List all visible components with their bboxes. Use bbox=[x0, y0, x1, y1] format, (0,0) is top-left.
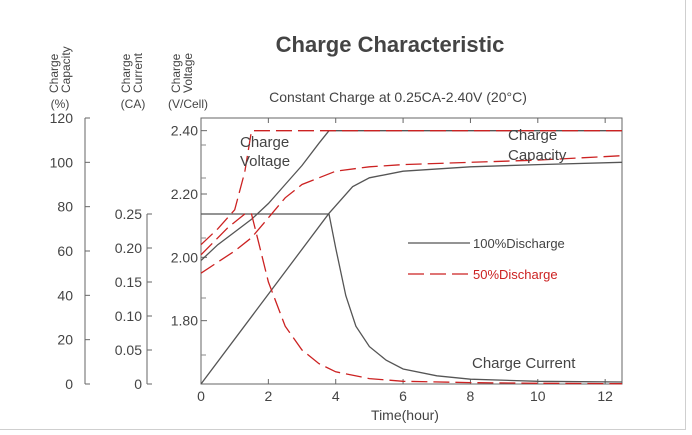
legend-label-100pct: 100%Discharge bbox=[473, 236, 565, 251]
series-current-100pct-line bbox=[201, 213, 623, 383]
x-tick-label: 2 bbox=[264, 388, 272, 404]
current-tick-label: 0.10 bbox=[115, 308, 142, 324]
series-voltage-50pct-line bbox=[200, 130, 622, 246]
capacity-axis-title-line: Charge bbox=[47, 53, 61, 93]
capacity-tick-label: 60 bbox=[57, 243, 73, 259]
plot-area-frame bbox=[200, 117, 623, 385]
chart-frame: Charge Characteristic Constant Charge at… bbox=[0, 0, 686, 430]
voltage-axis-unit: (V/Cell) bbox=[168, 97, 208, 111]
capacity-tick-label: 120 bbox=[50, 110, 74, 126]
capacity-tick-label: 0 bbox=[65, 376, 73, 392]
annotation-voltage-line2: Voltage bbox=[240, 153, 290, 170]
charge-characteristic-chart: Charge Characteristic Constant Charge at… bbox=[47, 32, 623, 423]
capacity-axis-title-line: Capacity bbox=[59, 46, 73, 93]
capacity-tick-label: 100 bbox=[50, 154, 74, 170]
voltage-tick-label: 2.40 bbox=[171, 123, 198, 139]
series-current-50pct-line bbox=[200, 213, 623, 385]
x-tick-label: 8 bbox=[467, 388, 475, 404]
chart-title: Charge Characteristic bbox=[276, 32, 505, 57]
capacity-tick-label: 80 bbox=[57, 199, 73, 215]
voltage-tick-label: 1.80 bbox=[171, 313, 198, 329]
x-tick-label: 0 bbox=[197, 388, 205, 404]
current-tick-label: 0.25 bbox=[115, 206, 142, 222]
series-capacity-100pct-line bbox=[200, 161, 623, 385]
current-tick-label: 0.20 bbox=[115, 240, 142, 256]
plot-layer: 0 2 4 6 8 10 1202040608010012000.050.100.150.2… bbox=[47, 46, 623, 404]
x-tick-label: 10 bbox=[530, 388, 546, 404]
annotation-capacity-line1: Charge bbox=[508, 127, 557, 144]
series-capacity-50pct-line bbox=[200, 155, 623, 274]
x-tick-label: 12 bbox=[597, 388, 613, 404]
annotation-current: Charge Current bbox=[472, 355, 576, 372]
annotation-capacity-line2: Capacity bbox=[508, 147, 567, 164]
legend-label-50pct: 50%Discharge bbox=[473, 267, 558, 282]
capacity-tick-label: 40 bbox=[57, 287, 73, 303]
voltage-tick-label: 2.20 bbox=[171, 186, 198, 202]
voltage-tick-label: 2.00 bbox=[171, 249, 198, 265]
current-axis-unit: (CA) bbox=[121, 97, 146, 111]
current-axis-title-line: Charge bbox=[119, 53, 133, 93]
voltage-axis-title-line: Voltage bbox=[181, 53, 195, 93]
x-tick-label: 4 bbox=[332, 388, 340, 404]
voltage-axis-title-line: Charge bbox=[169, 53, 183, 93]
capacity-axis-unit: (%) bbox=[51, 97, 70, 111]
current-tick-label: 0 bbox=[134, 376, 142, 392]
current-tick-label: 0.15 bbox=[115, 274, 142, 290]
current-tick-label: 0.05 bbox=[115, 342, 142, 358]
chart-subtitle: Constant Charge at 0.25CA-2.40V (20°C) bbox=[269, 89, 527, 105]
capacity-tick-label: 20 bbox=[57, 332, 73, 348]
x-tick-label: 6 bbox=[399, 388, 407, 404]
current-axis-title-line: Current bbox=[131, 52, 145, 93]
series-voltage-100pct-line bbox=[200, 130, 622, 261]
annotation-voltage-line1: Charge bbox=[240, 134, 289, 151]
x-axis-label: Time(hour) bbox=[371, 407, 439, 423]
